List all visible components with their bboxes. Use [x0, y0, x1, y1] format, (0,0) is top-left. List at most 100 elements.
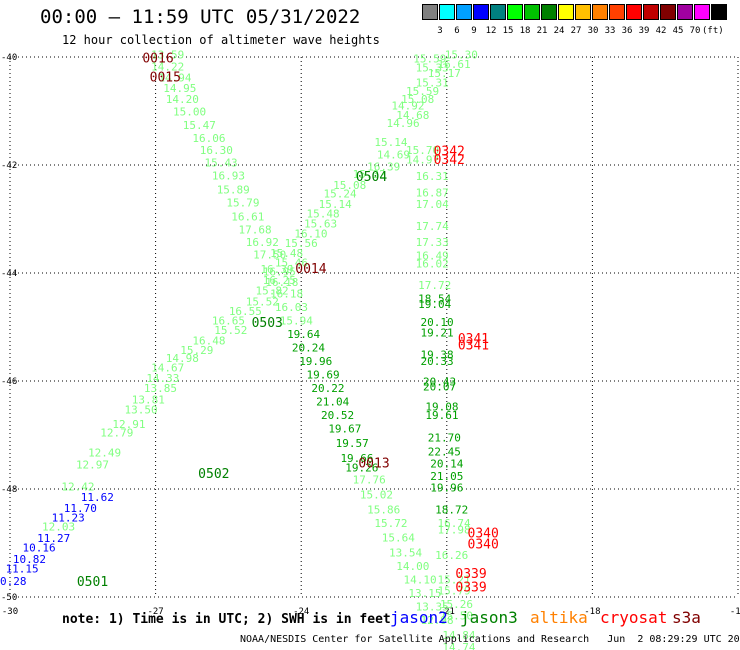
data-point-label: 12.79 [100, 427, 133, 440]
data-point-label: 13.35 [416, 601, 449, 614]
pass-label: 0339 [455, 567, 486, 582]
data-point-label: 20.07 [423, 381, 456, 394]
data-point-label: 15.64 [382, 531, 415, 544]
data-point-label: 21.04 [316, 395, 349, 408]
data-point-label: 12.98 [421, 614, 454, 627]
data-point-label: 15.63 [304, 218, 337, 231]
data-point-label: 14.22 [151, 61, 184, 74]
legend-swatch [660, 4, 676, 20]
data-point-label: 16.03 [275, 301, 308, 314]
data-point-label: 13.85 [144, 382, 177, 395]
pass-label: 0014 [295, 262, 326, 277]
pass-label: 0015 [150, 70, 181, 85]
data-point-label: 19.04 [418, 298, 451, 311]
pass-label: 0340 [468, 527, 499, 542]
pass-label: 0341 [458, 339, 489, 354]
data-point-label: 16.65 [212, 314, 245, 327]
data-point-label: 15.17 [428, 67, 461, 80]
data-point-label: 16.92 [246, 236, 279, 249]
legend-swatch [507, 4, 523, 20]
data-point-label: 13.81 [132, 394, 165, 407]
data-point-label: 16.25 [263, 274, 296, 287]
legend-label: 21 [536, 26, 548, 36]
satellite-name: jason2 [390, 608, 448, 627]
pass-label: 0340 [468, 537, 499, 552]
data-point-label: 19.38 [421, 348, 454, 361]
data-point-label: 15.30 [445, 49, 478, 62]
data-point-label: 12.03 [42, 521, 75, 534]
legend-swatch [575, 4, 591, 20]
legend-swatch [643, 4, 659, 20]
data-point-label: 16.95 [263, 266, 296, 279]
data-point-label: 15.70 [406, 144, 439, 157]
x-tick-label: -24 [293, 607, 309, 617]
data-point-label: 20.33 [421, 355, 454, 368]
legend-label: 70 [689, 26, 701, 36]
data-point-label: 15.52 [214, 324, 247, 337]
data-point-label: 16.30 [200, 144, 233, 157]
data-point-label: 16.31 [416, 170, 449, 183]
data-point-label: 12.91 [112, 418, 145, 431]
data-point-label: 16.61 [438, 58, 471, 71]
data-point-label: 15.56 [285, 237, 318, 250]
data-point-label: 17.72 [418, 279, 451, 292]
data-point-label: 17.74 [416, 220, 449, 233]
footer-note: note: 1) Time is in UTC; 2) SWH is in fe… [62, 612, 391, 627]
data-point-label: 14.68 [396, 109, 429, 122]
data-point-label: 14.92 [391, 99, 424, 112]
data-point-label: 16.10 [294, 227, 327, 240]
legend-label: 27 [570, 26, 582, 36]
legend-swatch [592, 4, 608, 20]
data-point-label: 17.50 [253, 248, 286, 261]
legend-label: 15 [502, 26, 514, 36]
legend-label: 42 [655, 26, 667, 36]
data-point-label: 10.82 [13, 553, 46, 566]
data-point-label: 20.22 [311, 382, 344, 395]
legend-swatch [524, 4, 540, 20]
data-point-label: 16.39 [260, 263, 293, 276]
x-tick-label: -30 [2, 607, 18, 617]
y-tick-label: -46 [1, 377, 17, 387]
data-point-label: 14.33 [146, 372, 179, 385]
data-point-label: 15.08 [401, 93, 434, 106]
data-point-label: 14.20 [166, 93, 199, 106]
data-point-label: 11.27 [37, 532, 70, 545]
data-point-label: 19.08 [425, 401, 458, 414]
legend-swatch [711, 4, 727, 20]
data-point-label: 16.26 [435, 549, 468, 562]
data-point-label: 15.24 [323, 187, 356, 200]
legend-swatch [473, 4, 489, 20]
satellite-name: jason3 [460, 608, 518, 627]
data-point-label: 16.18 [265, 276, 298, 289]
chart-title: 00:00 — 11:59 UTC 05/31/2022 [40, 6, 361, 28]
x-tick-label: -18 [584, 607, 600, 617]
data-point-label: 15.29 [180, 344, 213, 357]
data-point-label: 15.72 [374, 517, 407, 530]
legend-swatch [626, 4, 642, 20]
legend-label: 36 [621, 26, 633, 36]
data-point-label: 13.54 [389, 547, 422, 560]
data-point-label: 16.93 [212, 170, 245, 183]
y-tick-label: -48 [1, 485, 17, 495]
data-point-label: 15.33 [416, 62, 449, 75]
data-point-label: 16.02 [416, 258, 449, 271]
data-point-label: 20.52 [321, 409, 354, 422]
data-point-label: 15.08 [333, 179, 366, 192]
data-point-label: 16.55 [229, 305, 262, 318]
data-point-label: 19.67 [328, 422, 361, 435]
data-point-label: 14.96 [387, 117, 420, 130]
data-point-label: 11.62 [81, 491, 114, 504]
pass-label: 0501 [77, 575, 108, 590]
pass-label: 0013 [358, 456, 389, 471]
data-point-label: 17.98 [438, 523, 471, 536]
pass-label: 0342 [434, 153, 465, 168]
data-point-label: 16.49 [416, 250, 449, 263]
x-tick-label: -21 [439, 607, 455, 617]
data-point-label: 15.52 [246, 295, 279, 308]
data-point-label: 15.82 [256, 285, 289, 298]
data-point-label: 15.94 [280, 314, 313, 327]
pass-label: 0341 [458, 332, 489, 347]
data-point-label: 19.66 [340, 452, 373, 465]
data-point-label: 14.69 [377, 149, 410, 162]
